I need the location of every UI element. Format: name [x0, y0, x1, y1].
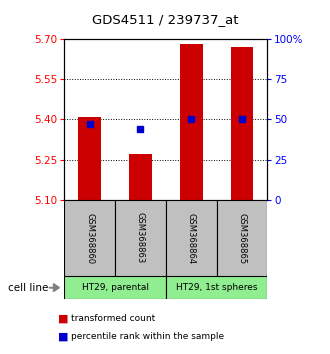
Text: GSM368865: GSM368865	[237, 212, 247, 264]
Text: ■: ■	[58, 314, 68, 324]
Bar	[231, 47, 253, 200]
Text: GSM368863: GSM368863	[136, 212, 145, 264]
Bar	[166, 276, 267, 299]
Text: GSM368860: GSM368860	[85, 212, 94, 264]
Text: GDS4511 / 239737_at: GDS4511 / 239737_at	[92, 13, 238, 27]
Text: GSM368864: GSM368864	[187, 212, 196, 264]
Bar	[180, 44, 203, 200]
Text: HT29, parental: HT29, parental	[82, 283, 148, 292]
Text: percentile rank within the sample: percentile rank within the sample	[71, 332, 224, 341]
Bar	[64, 200, 115, 276]
Text: transformed count: transformed count	[71, 314, 155, 323]
Text: ■: ■	[58, 331, 68, 341]
Text: cell line: cell line	[8, 282, 49, 293]
Text: HT29, 1st spheres: HT29, 1st spheres	[176, 283, 257, 292]
Bar	[129, 154, 152, 200]
Bar	[78, 117, 101, 200]
Bar	[64, 276, 166, 299]
Bar	[216, 200, 267, 276]
Bar	[166, 200, 216, 276]
Bar	[115, 200, 166, 276]
